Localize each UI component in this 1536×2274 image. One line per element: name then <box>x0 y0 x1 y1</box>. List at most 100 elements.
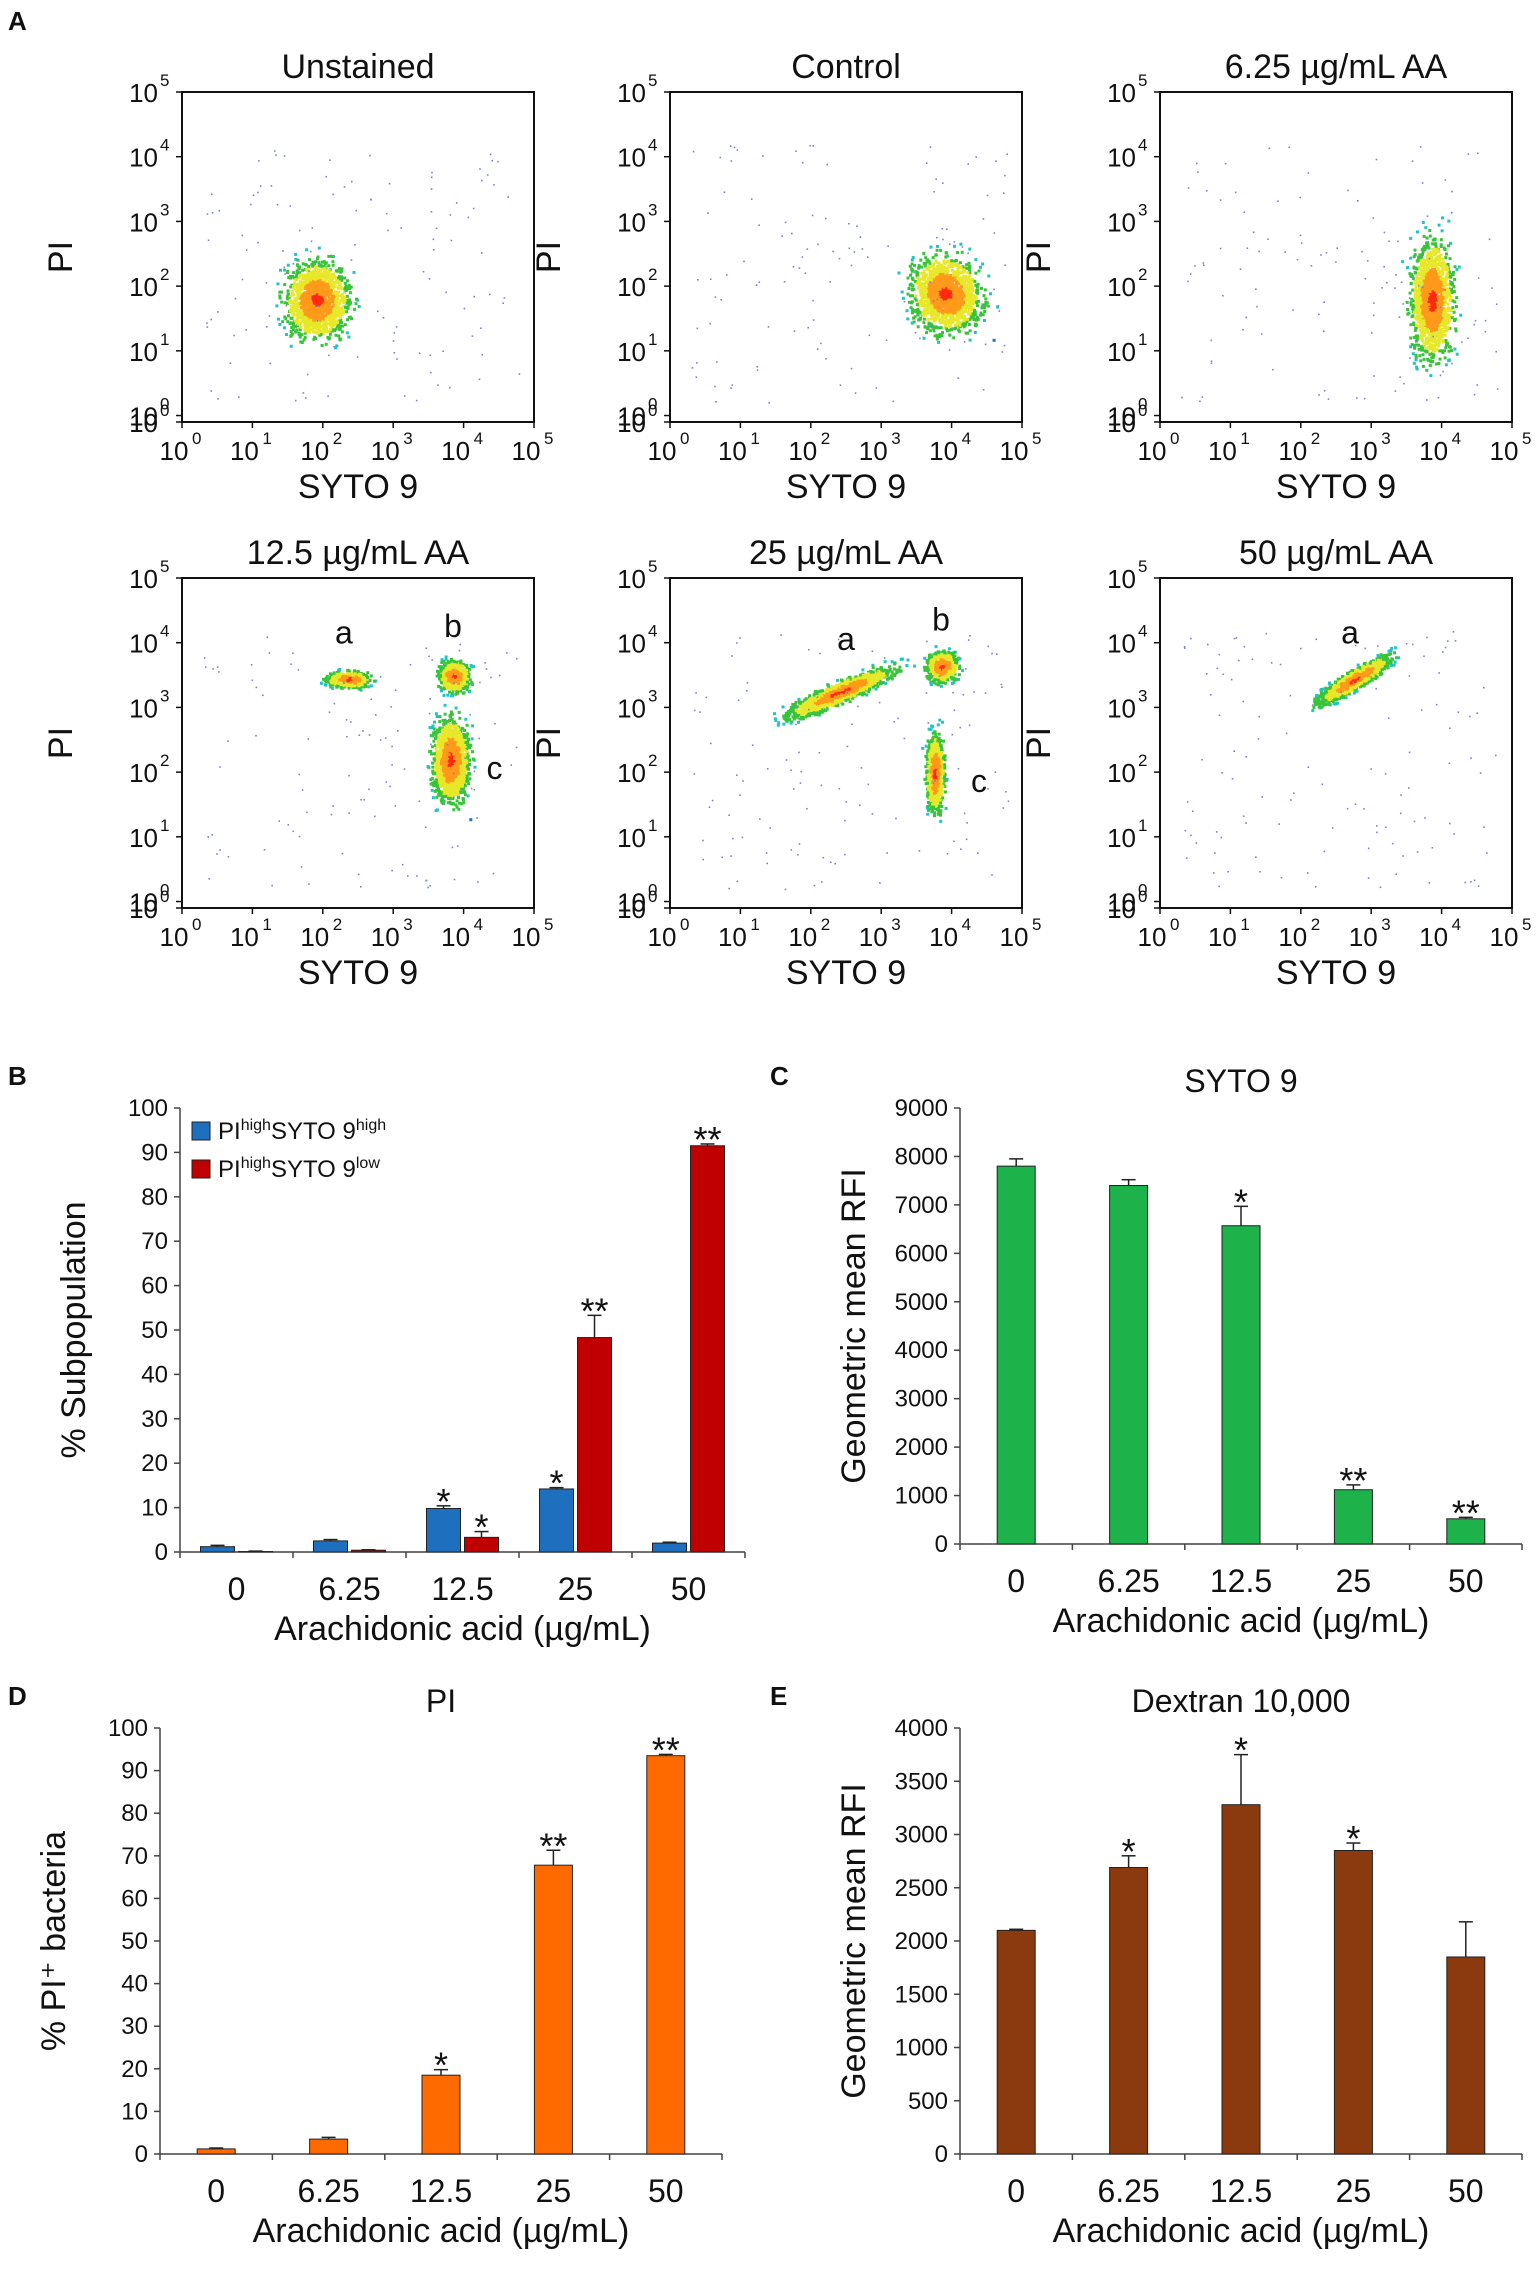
bar-dextran-10,000-50 <box>1446 1956 1486 2155</box>
x-axis-label: SYTO 9 <box>298 954 418 992</box>
x-tick-base: 10 <box>371 436 400 466</box>
y-tick-exponent: 5 <box>648 557 657 576</box>
y-tick-exponent: 4 <box>1138 622 1147 641</box>
x-tick-exponent: 5 <box>544 915 553 934</box>
bar-syto-9-12.5 <box>1221 1225 1261 1545</box>
y-tick-base: 10 <box>129 207 158 237</box>
legend-swatch <box>191 1159 211 1179</box>
y-tick-base: 10 <box>129 629 158 659</box>
significance-marker: ** <box>1452 1492 1480 1533</box>
bar-pi-12.5 <box>421 2074 461 2155</box>
bar-dextran-10,000-0 <box>996 1929 1036 2155</box>
x-tick-base: 10 <box>1419 436 1448 466</box>
bar-pihighsyto-9high-0 <box>200 1546 235 1553</box>
y-tick-label: 5000 <box>895 1289 948 1316</box>
x-tick-base: 10 <box>1349 436 1378 466</box>
plot-frame <box>1159 91 1513 423</box>
y-tick-base: 10 <box>1107 693 1136 723</box>
x-tick-base: 10 <box>1208 922 1237 952</box>
y-tick-base: 10 <box>1107 143 1136 173</box>
x-tick-exponent: 0 <box>192 429 201 448</box>
panel-letter-d: D <box>8 1681 27 1711</box>
x-tick-label: 12.5 <box>1210 1563 1272 1599</box>
y-tick-exponent: 3 <box>1138 686 1147 705</box>
y-tick-label: 100 <box>128 1095 168 1122</box>
y-tick-base: 10 <box>129 888 158 918</box>
x-tick-exponent: 2 <box>333 429 342 448</box>
y-axis-label: PI <box>42 241 80 273</box>
x-tick-base: 10 <box>1000 922 1029 952</box>
y-tick-label: 0 <box>935 1531 948 1558</box>
y-tick-exponent: 0 <box>648 395 657 414</box>
legend-mid: SYTO 9 <box>271 1118 356 1145</box>
x-tick-base: 10 <box>1138 436 1167 466</box>
x-tick-exponent: 5 <box>1032 429 1041 448</box>
y-tick-label: 3000 <box>895 1822 948 1849</box>
y-tick-label: 8000 <box>895 1143 948 1170</box>
x-tick-label: 25 <box>536 2173 572 2209</box>
y-axis-label: PI <box>530 241 568 273</box>
y-tick-base: 10 <box>617 693 646 723</box>
y-tick-label: 2000 <box>895 1434 948 1461</box>
flow-title: 6.25 µg/mL AA <box>1225 48 1448 86</box>
y-tick-label: 40 <box>121 1971 148 1998</box>
y-tick-base: 10 <box>129 143 158 173</box>
x-tick-base: 10 <box>718 436 747 466</box>
y-tick-label: 0 <box>135 2141 148 2168</box>
y-tick-exponent: 0 <box>1138 887 1147 906</box>
x-axis-label: Arachidonic acid (µg/mL) <box>1053 2212 1430 2250</box>
x-tick-exponent: 2 <box>333 915 342 934</box>
x-tick-base: 10 <box>1349 922 1378 952</box>
y-tick-base: 10 <box>129 693 158 723</box>
x-tick-exponent: 4 <box>1452 429 1461 448</box>
x-tick-label: 25 <box>1336 2173 1372 2209</box>
x-tick-base: 10 <box>300 922 329 952</box>
significance-marker: * <box>1346 1818 1360 1859</box>
significance-marker: ** <box>1339 1460 1367 1501</box>
y-tick-exponent: 0 <box>1138 881 1147 900</box>
bar-pi-0 <box>196 2148 236 2155</box>
x-axis-label: Arachidonic acid (µg/mL) <box>1053 1602 1430 1640</box>
x-tick-exponent: 3 <box>1381 429 1390 448</box>
y-tick-base: 10 <box>617 143 646 173</box>
x-tick-label: 6.25 <box>318 1571 380 1607</box>
significance-marker: * <box>1122 1831 1136 1872</box>
x-tick-exponent: 0 <box>680 915 689 934</box>
x-tick-base: 10 <box>1278 436 1307 466</box>
y-tick-exponent: 4 <box>648 136 657 155</box>
y-tick-exponent: 5 <box>160 71 169 90</box>
x-tick-exponent: 1 <box>750 429 759 448</box>
significance-marker: ** <box>539 1825 567 1866</box>
bar-dextran-10,000-12.5 <box>1221 1804 1261 2155</box>
flow-title: 50 µg/mL AA <box>1239 534 1433 572</box>
y-tick-exponent: 5 <box>1138 71 1147 90</box>
y-tick-base: 10 <box>1107 402 1136 432</box>
x-tick-label: 50 <box>671 1571 707 1607</box>
x-axis-label: SYTO 9 <box>1276 468 1396 506</box>
y-tick-label: 4000 <box>895 1337 948 1364</box>
y-tick-label: 90 <box>121 1758 148 1785</box>
x-tick-base: 10 <box>648 922 677 952</box>
bar-pihighsyto-9high-25 <box>539 1488 574 1553</box>
x-tick-label: 12.5 <box>410 2173 472 2209</box>
y-tick-base: 10 <box>617 888 646 918</box>
significance-marker: ** <box>693 1119 721 1160</box>
y-tick-base: 10 <box>129 758 158 788</box>
y-tick-exponent: 2 <box>648 265 657 284</box>
x-tick-exponent: 1 <box>262 915 271 934</box>
y-tick-base: 10 <box>1107 629 1136 659</box>
y-tick-base: 10 <box>1107 78 1136 108</box>
y-tick-exponent: 4 <box>1138 136 1147 155</box>
y-tick-exponent: 0 <box>160 395 169 414</box>
x-tick-exponent: 5 <box>1522 915 1531 934</box>
y-tick-exponent: 3 <box>160 200 169 219</box>
y-tick-label: 6000 <box>895 1240 948 1267</box>
density-cloud <box>1181 146 1499 403</box>
y-tick-exponent: 4 <box>160 136 169 155</box>
y-tick-base: 10 <box>1107 564 1136 594</box>
y-tick-exponent: 3 <box>1138 200 1147 219</box>
panel-letter-a: A <box>8 6 27 36</box>
